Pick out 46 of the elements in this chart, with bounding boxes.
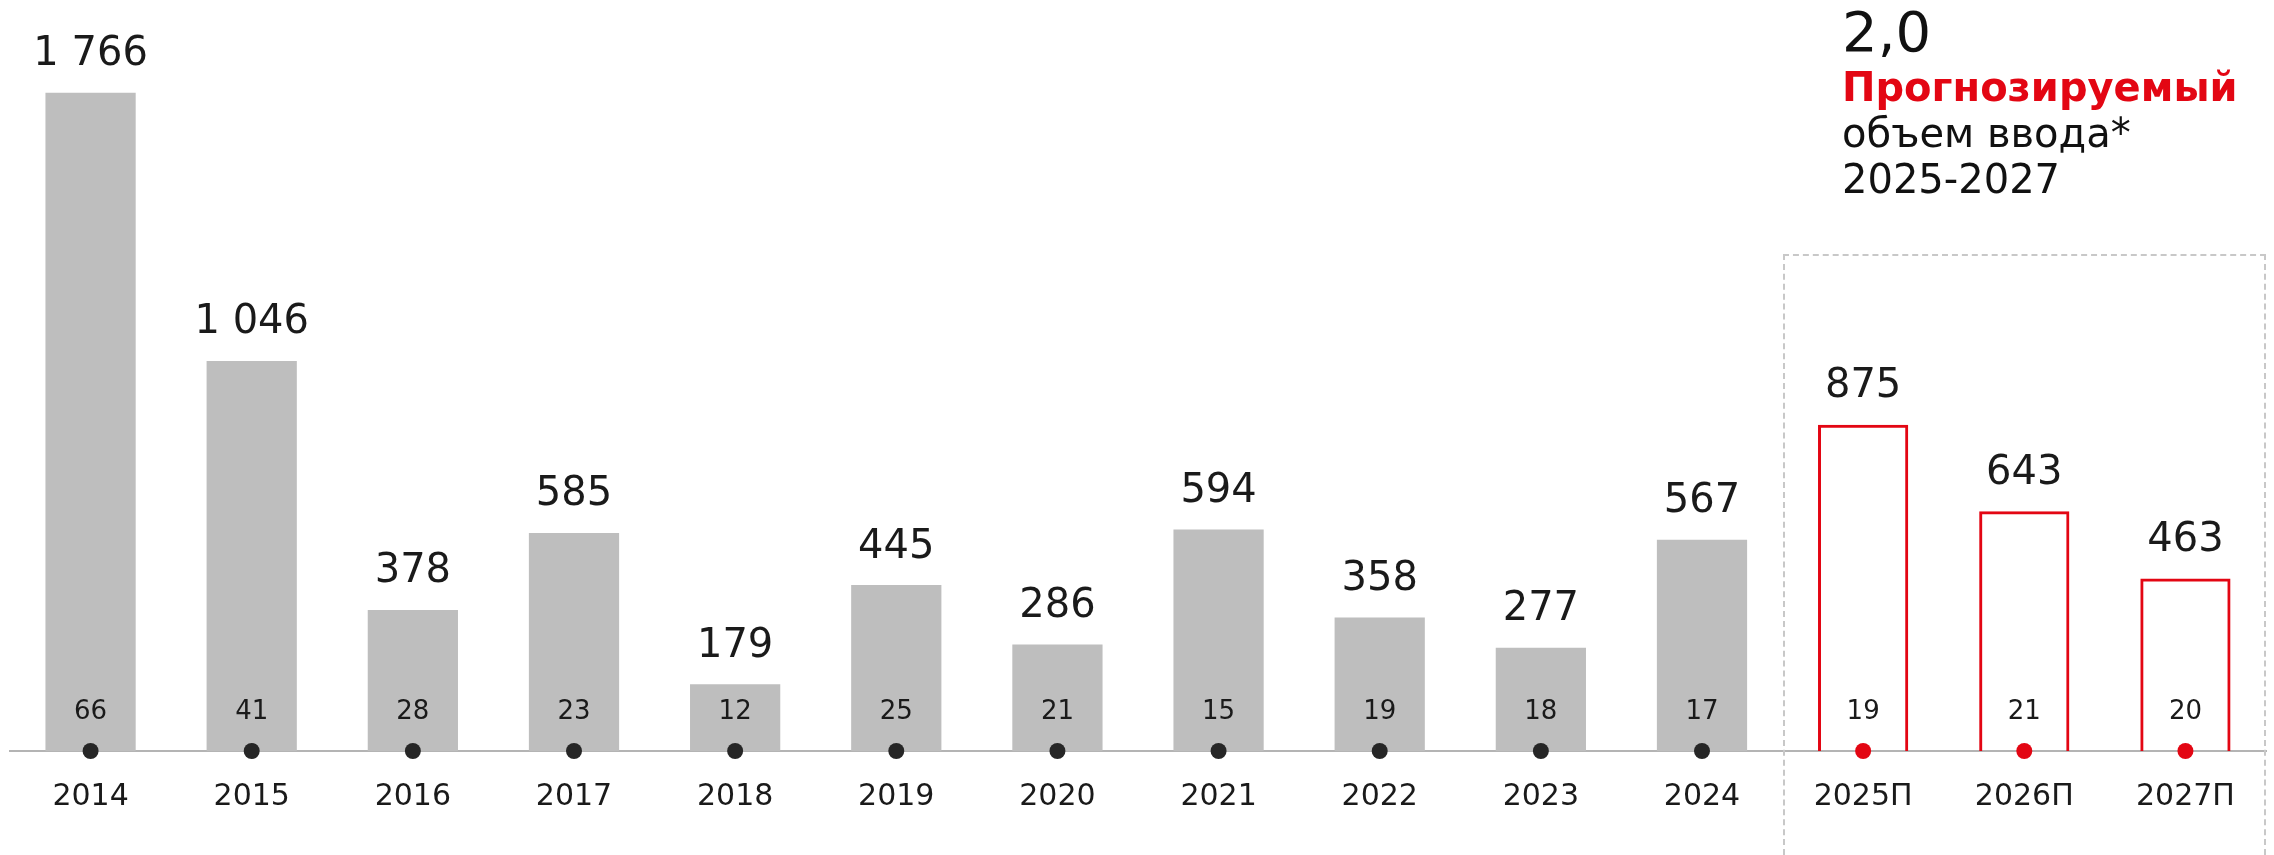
x-tick-label: 2016	[374, 776, 452, 812]
data-label: 567	[1663, 475, 1741, 522]
annotation: 20	[2168, 694, 2202, 725]
data-label: 463	[2147, 513, 2224, 560]
data-label: 643	[1986, 446, 2063, 493]
data-label: 594	[1180, 464, 1257, 511]
data-label: 286	[1019, 579, 1096, 626]
x-tick-label: 2014	[52, 776, 129, 812]
x-tick-label: 2020	[1019, 776, 1096, 812]
data-label: 1 766	[33, 28, 148, 75]
annotation: 21	[2007, 694, 2041, 725]
annotation: 28	[396, 694, 430, 725]
x-tick-label: 2023	[1502, 776, 1580, 812]
data-label: 179	[696, 619, 774, 666]
x-tick-label: 2022	[1341, 776, 1418, 812]
x-tick-label: 2024	[1663, 776, 1741, 812]
data-label: 378	[374, 545, 452, 592]
data-label: 585	[535, 468, 613, 515]
annotation: 19	[1363, 694, 1397, 725]
annotation: объем ввода*	[1842, 110, 2132, 156]
data-label: 875	[1824, 360, 1902, 407]
x-tick-label: 2027П	[2135, 776, 2235, 812]
x-tick-label: 2019	[858, 776, 935, 812]
annotation: 12	[718, 694, 752, 725]
x-tick-label: 2026П	[1974, 776, 2074, 812]
data-label: 358	[1341, 552, 1418, 599]
annotation: 15	[1202, 694, 1236, 725]
annotation: 41	[235, 694, 269, 725]
data-label: 445	[858, 520, 935, 567]
x-tick-label: 2017	[535, 776, 613, 812]
annotation: 18	[1524, 694, 1558, 725]
annotation: 66	[74, 694, 108, 725]
annotation: 25	[879, 694, 913, 725]
annotation: 17	[1685, 694, 1719, 725]
text: 2,0	[1842, 0, 1933, 64]
x-tick-label: 2015	[213, 776, 290, 812]
x-tick-label: 2021	[1180, 776, 1257, 812]
data-label: 1 046	[194, 296, 309, 343]
annotation: 23	[557, 694, 591, 725]
x-tick-label: 2018	[696, 776, 774, 812]
annotation: 21	[1040, 694, 1074, 725]
annotation: 19	[1846, 694, 1880, 725]
annotation: 2025-2027	[1842, 156, 2062, 202]
x-tick-label: 2025П	[1813, 776, 1913, 812]
data-label: 277	[1502, 583, 1580, 630]
annotation: Прогнозируемый	[1842, 64, 2238, 110]
